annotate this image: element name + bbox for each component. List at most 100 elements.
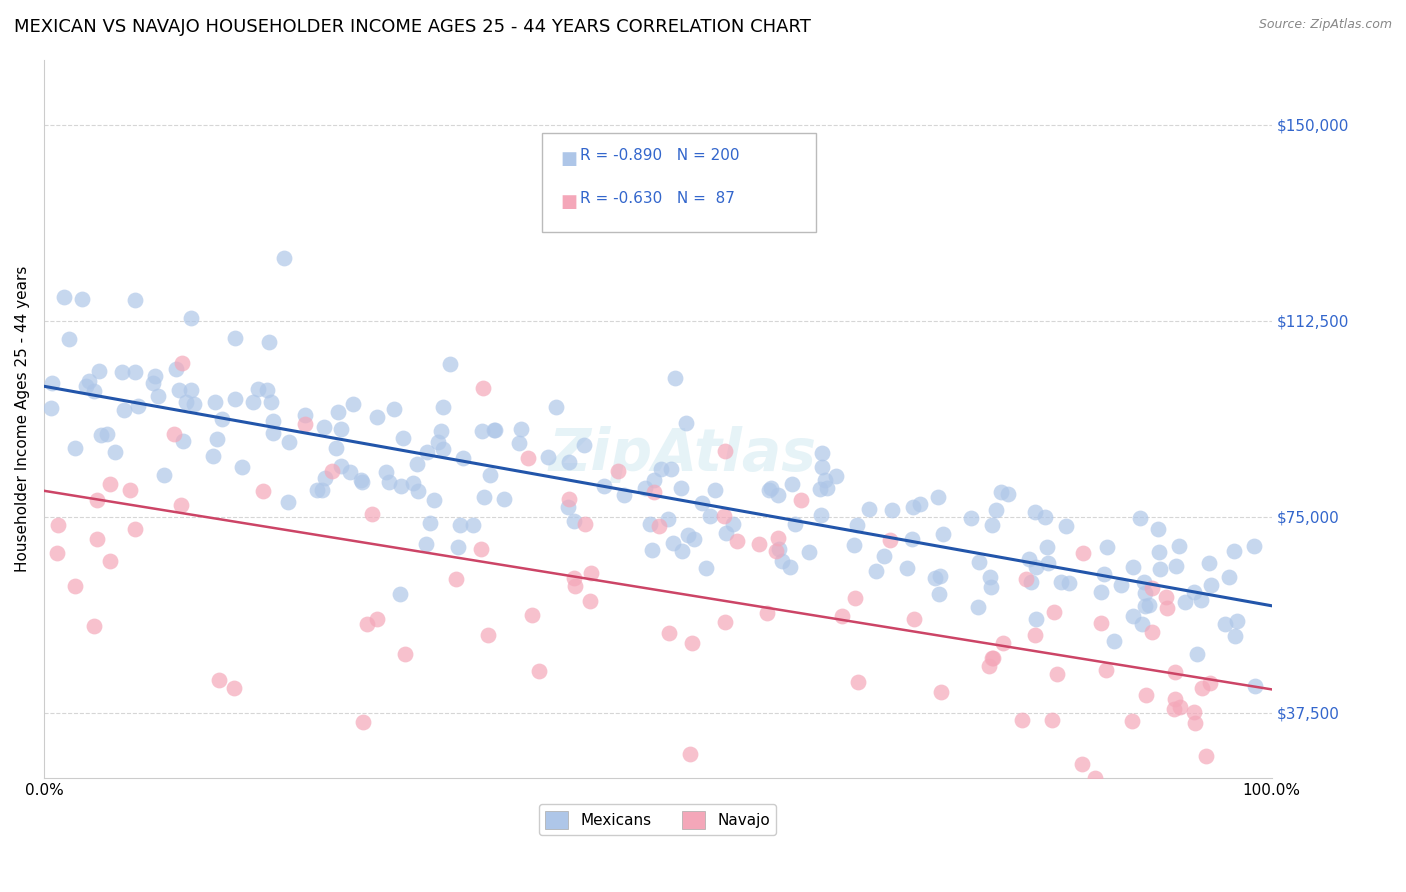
Point: [643, 484, 665, 499]
Point: [695, 561, 717, 575]
Point: [725, 533, 748, 548]
Point: [810, 460, 832, 475]
Point: [714, 526, 737, 541]
Point: [208, 673, 231, 687]
Point: [257, 335, 280, 350]
Point: [211, 412, 233, 426]
Point: [426, 435, 449, 450]
Point: [246, 382, 269, 396]
Point: [790, 492, 813, 507]
Point: [779, 560, 801, 574]
Point: [98, 476, 121, 491]
Point: [648, 518, 671, 533]
Point: [1164, 665, 1187, 679]
Point: [388, 587, 411, 601]
Point: [997, 487, 1019, 501]
Point: [1191, 681, 1213, 695]
Point: [451, 450, 474, 465]
Point: [846, 675, 869, 690]
Point: [77, 374, 100, 388]
Point: [562, 571, 585, 585]
Point: [86, 533, 108, 547]
Point: [162, 427, 184, 442]
Point: [294, 408, 316, 422]
Point: [713, 509, 735, 524]
Point: [58, 332, 80, 346]
Point: [96, 427, 118, 442]
Point: [1036, 556, 1059, 570]
Point: [1135, 585, 1157, 599]
Point: [981, 518, 1004, 533]
Point: [46, 517, 69, 532]
Point: [1198, 556, 1220, 570]
Point: [1244, 679, 1267, 693]
Point: [153, 467, 176, 482]
Point: [1132, 617, 1154, 632]
Point: [1135, 599, 1157, 613]
Point: [1223, 629, 1246, 643]
Point: [908, 497, 931, 511]
Point: [1163, 702, 1185, 716]
Point: [256, 383, 278, 397]
Point: [527, 664, 550, 678]
Point: [273, 251, 295, 265]
Point: [415, 445, 437, 459]
Point: [1129, 511, 1152, 525]
Point: [1071, 757, 1094, 772]
Point: [471, 424, 494, 438]
Point: [382, 401, 405, 416]
Point: [659, 462, 682, 476]
Point: [312, 420, 335, 434]
Point: [415, 537, 437, 551]
Point: [704, 483, 727, 498]
Point: [470, 542, 492, 557]
Point: [89, 364, 111, 378]
Point: [1059, 576, 1081, 591]
Legend: Mexicans, Navajo: Mexicans, Navajo: [540, 805, 776, 835]
Point: [98, 554, 121, 568]
Point: [1090, 585, 1112, 599]
Point: [669, 481, 692, 495]
Point: [143, 368, 166, 383]
Text: R = -0.890   N = 200: R = -0.890 N = 200: [581, 148, 740, 163]
Point: [492, 491, 515, 506]
Point: [1095, 663, 1118, 677]
Point: [174, 395, 197, 409]
Point: [1102, 634, 1125, 648]
Point: [758, 483, 780, 497]
Point: [124, 522, 146, 536]
Point: [242, 395, 264, 409]
Point: [432, 442, 454, 457]
Point: [1147, 545, 1170, 559]
Point: [83, 384, 105, 398]
Point: [447, 540, 470, 554]
Point: [1046, 667, 1069, 681]
Point: [1226, 615, 1249, 629]
Point: [993, 636, 1015, 650]
Point: [1195, 749, 1218, 764]
Point: [592, 479, 614, 493]
Point: [342, 397, 364, 411]
Point: [1090, 615, 1112, 630]
Point: [449, 518, 471, 533]
Point: [124, 293, 146, 307]
Point: [39, 401, 62, 416]
Point: [879, 533, 901, 547]
Point: [1011, 713, 1033, 727]
Point: [141, 376, 163, 390]
Point: [882, 503, 904, 517]
Point: [858, 502, 880, 516]
Point: [479, 468, 502, 483]
Point: [683, 532, 706, 546]
Point: [1050, 575, 1073, 590]
Point: [201, 450, 224, 464]
Point: [170, 498, 193, 512]
Point: [558, 491, 581, 506]
Point: [75, 379, 97, 393]
Point: [873, 549, 896, 564]
Point: [432, 401, 454, 415]
Point: [546, 401, 568, 415]
Point: [1015, 572, 1038, 586]
Point: [814, 473, 837, 487]
Point: [1223, 544, 1246, 558]
